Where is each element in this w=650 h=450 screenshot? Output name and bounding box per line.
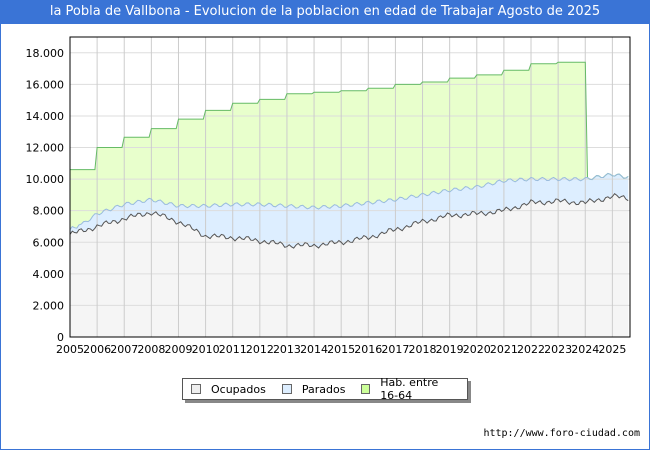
legend-swatch xyxy=(361,384,371,394)
x-tick-label: 2021 xyxy=(490,343,518,356)
plot-border xyxy=(69,36,631,338)
x-tick-label: 2009 xyxy=(164,343,192,356)
legend-swatch xyxy=(191,384,201,394)
x-tick-label: 2007 xyxy=(110,343,138,356)
x-tick-label: 2014 xyxy=(300,343,328,356)
x-tick-label: 2018 xyxy=(409,343,437,356)
line-hab xyxy=(70,61,629,181)
x-tick-label: 2025 xyxy=(598,343,626,356)
line-ocupados xyxy=(69,193,629,249)
y-tick-label: 16.000 xyxy=(26,78,65,91)
area-hab xyxy=(70,62,629,230)
x-tick-label: 2015 xyxy=(327,343,355,356)
y-tick-label: 10.000 xyxy=(26,173,65,186)
x-tick-label: 2005 xyxy=(56,343,84,356)
source-url: http://www.foro-ciudad.com xyxy=(483,428,640,439)
y-tick-label: 0 xyxy=(57,331,64,344)
x-tick-label: 2016 xyxy=(354,343,382,356)
y-tick-label: 2.000 xyxy=(33,299,65,312)
x-tick-label: 2010 xyxy=(192,343,220,356)
legend-label: Hab. entre 16-64 xyxy=(380,376,439,402)
area-ocupados xyxy=(70,193,629,337)
legend-label: Ocupados xyxy=(211,382,266,396)
x-tick-label: 2011 xyxy=(219,343,247,356)
y-tick-label: 4.000 xyxy=(33,268,65,281)
y-tick-label: 14.000 xyxy=(26,110,65,123)
x-tick-label: 2017 xyxy=(381,343,409,356)
x-tick-label: 2022 xyxy=(517,343,545,356)
x-tick-label: 2019 xyxy=(436,343,464,356)
legend-swatch xyxy=(281,384,292,394)
line-parados xyxy=(69,172,629,230)
x-tick-label: 2023 xyxy=(544,343,572,356)
x-tick-label: 2020 xyxy=(463,343,491,356)
x-tick-label: 2024 xyxy=(571,343,599,356)
legend-label: Parados xyxy=(301,382,346,396)
y-tick-label: 6.000 xyxy=(33,236,65,249)
x-tick-label: 2008 xyxy=(137,343,165,356)
legend: Ocupados Parados Hab. entre 16-64 xyxy=(182,376,468,402)
x-tick-label: 2012 xyxy=(246,343,274,356)
legend-ocupados: Ocupados xyxy=(191,383,266,396)
y-tick-label: 12.000 xyxy=(26,142,65,155)
y-tick-label: 18.000 xyxy=(26,47,65,60)
y-tick-label: 8.000 xyxy=(33,205,65,218)
legend-hab: Hab. entre 16-64 xyxy=(361,376,459,402)
x-tick-label: 2013 xyxy=(273,343,301,356)
chart-title: la Pobla de Vallbona - Evolucion de la p… xyxy=(0,0,650,24)
x-tick-label: 2006 xyxy=(83,343,111,356)
legend-parados: Parados xyxy=(281,382,346,396)
